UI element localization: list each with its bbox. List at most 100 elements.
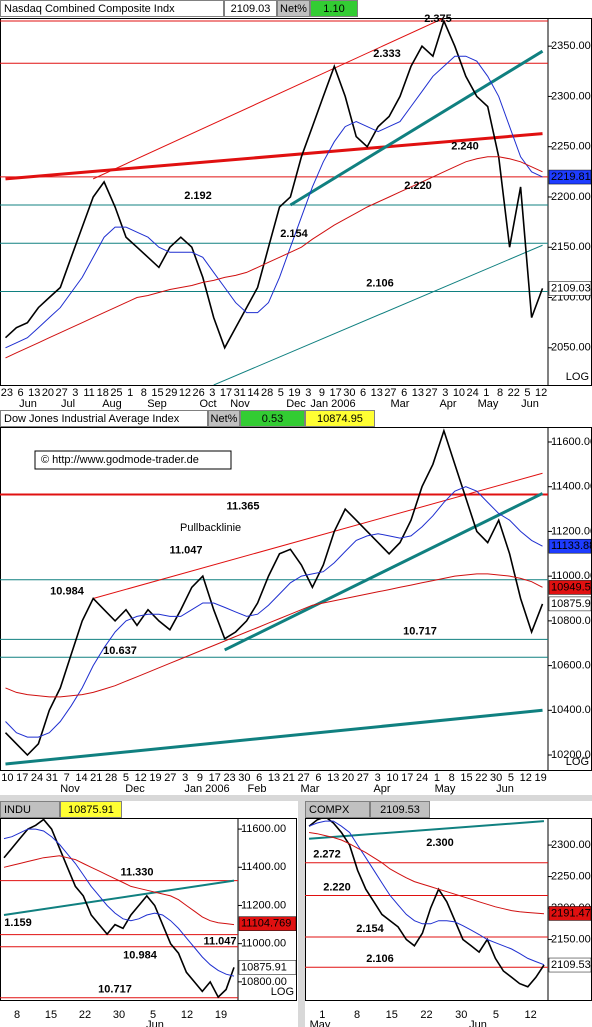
y-tick-label: 2150.00 — [551, 241, 591, 253]
x-tick-label: 22 — [79, 1009, 91, 1021]
moving-average — [5, 573, 543, 698]
price-line — [4, 18, 544, 350]
x-tick-label: 5 — [493, 1009, 499, 1021]
header-text: Net% — [280, 3, 307, 15]
level-label: 1.159 — [4, 917, 32, 929]
x-tick-label: 7 — [64, 772, 70, 784]
month-label: Jun — [19, 398, 37, 410]
x-tick-label: 27 — [384, 387, 396, 399]
x-tick-label: 13 — [268, 772, 280, 784]
x-tick-label: 11 — [83, 387, 94, 399]
price-tag — [548, 281, 592, 296]
price-line — [4, 428, 544, 757]
x-tick-label: 3 — [72, 387, 78, 399]
month-label: Aug — [102, 398, 122, 410]
moving-average — [5, 486, 543, 738]
x-tick-label: 10 — [1, 772, 13, 784]
month-label: Sep — [147, 398, 167, 410]
y-tick-label: 2150.00 — [551, 933, 591, 945]
header-cell — [277, 0, 310, 17]
header-text: INDU — [4, 804, 31, 816]
x-tick-label: 1 — [483, 387, 489, 399]
header-text: 0.53 — [262, 413, 283, 425]
header-text: Dow Jones Industrial Average Index — [4, 413, 180, 425]
level-label: 2.272 — [313, 849, 341, 861]
x-tick-label: 12 — [135, 772, 147, 784]
price-tag-label: 11133.88 — [551, 540, 592, 552]
trend-line — [5, 132, 543, 181]
level-label: 2.220 — [323, 881, 351, 893]
trend-line — [5, 708, 543, 766]
price-tag — [548, 957, 592, 973]
header-text: COMPX — [309, 804, 350, 816]
x-tick-label: 26 — [193, 387, 205, 399]
price-tag-label: 2219.81 — [551, 171, 591, 183]
month-label: Apr — [439, 398, 456, 410]
x-tick-label: 30 — [455, 1009, 467, 1021]
header-cell — [224, 0, 277, 17]
x-tick-label: 12 — [535, 387, 547, 399]
header-cell — [60, 801, 122, 818]
x-tick-label: 1 — [319, 1009, 325, 1021]
x-tick-label: 3 — [209, 387, 215, 399]
month-label: May — [435, 783, 456, 795]
x-tick-label: 14 — [75, 772, 87, 784]
price-tag — [238, 916, 297, 931]
y-tick-label: 2250.00 — [551, 141, 591, 153]
plot-area — [0, 428, 548, 766]
annotation-box — [34, 450, 232, 470]
x-tick-label: 30 — [343, 387, 355, 399]
level-label: 11.047 — [169, 545, 202, 557]
x-tick-label: 18 — [97, 387, 109, 399]
y-tick-label: 10800.00 — [551, 615, 592, 627]
price-tag — [548, 596, 592, 612]
separator — [298, 801, 305, 1027]
x-tick-label: 20 — [342, 772, 354, 784]
price-tag — [238, 960, 297, 975]
price-tag-label: 2109.03 — [551, 282, 591, 294]
x-tick-label: 22 — [420, 1009, 432, 1021]
plot-area — [0, 18, 548, 385]
price-tag — [548, 169, 592, 185]
x-tick-label: 9 — [197, 772, 203, 784]
y-tick-label: 10600.00 — [551, 659, 592, 671]
x-tick-label: 19 — [534, 772, 546, 784]
price-tag-label: 11104.769 — [241, 918, 291, 930]
level-label: 2.154 — [356, 923, 384, 935]
axis-note: LOG — [271, 986, 294, 998]
level-label: 10.984 — [123, 950, 158, 962]
header-cell — [240, 410, 305, 427]
header-cell — [0, 410, 208, 427]
month-label: Mar — [301, 783, 320, 795]
trend-line — [3, 879, 235, 917]
level-label: 11.330 — [120, 867, 153, 879]
header-text: 1.10 — [323, 3, 344, 15]
plot-area — [305, 818, 548, 988]
price-tag-label: 2191.47 — [551, 907, 591, 919]
x-tick-label: 10 — [386, 772, 398, 784]
month-label: Feb — [248, 783, 267, 795]
trend-line — [93, 472, 543, 599]
month-label: Dec — [286, 398, 306, 410]
y-tick-label: 11200.00 — [551, 525, 592, 537]
annotation: Pullbacklinie — [180, 522, 241, 534]
level-label: 10.984 — [50, 586, 85, 598]
trend-line — [289, 49, 544, 207]
level-label: 11.365 — [226, 500, 259, 512]
x-tick-label: 21 — [283, 772, 295, 784]
x-tick-label: 12 — [525, 1009, 537, 1021]
x-tick-label: 6 — [256, 772, 262, 784]
level-label: 2.192 — [184, 190, 212, 202]
y-tick-label: 2050.00 — [551, 342, 591, 354]
level-label: 2.220 — [404, 180, 432, 192]
trend-line — [308, 820, 545, 840]
moving-average — [308, 820, 545, 966]
x-tick-label: 24 — [416, 772, 428, 784]
x-tick-label: 22 — [475, 772, 487, 784]
x-tick-label: 28 — [261, 387, 273, 399]
panel: COMPX2109.532150.002200.002250.002300.00… — [305, 801, 592, 1027]
header-text: 10875.91 — [68, 804, 114, 816]
x-tick-label: 27 — [164, 772, 176, 784]
level-label: 10.717 — [98, 984, 132, 996]
x-tick-label: 13 — [371, 387, 383, 399]
